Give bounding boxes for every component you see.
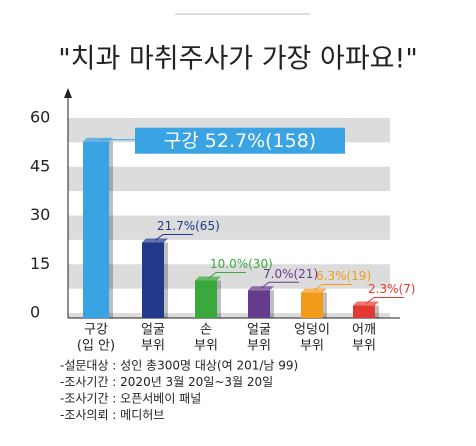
x-tick-label: 부위 (194, 339, 218, 354)
value-label: 10.0%(30) (210, 257, 273, 271)
y-axis-arrow (64, 88, 72, 98)
bar-top (83, 137, 113, 142)
grid-band (68, 166, 390, 192)
bar (142, 242, 164, 318)
x-tick-label: (입 안) (77, 339, 115, 354)
label-leader (313, 284, 352, 291)
bar (301, 292, 323, 318)
x-tick-label: 얼굴 (247, 323, 271, 338)
note: -조사의뢰 : 메디허브 (60, 408, 164, 422)
bar (248, 290, 270, 318)
y-tick-label: 15 (30, 254, 50, 273)
y-tick-label: 60 (30, 108, 50, 127)
label-leader (365, 297, 404, 304)
x-tick-label: 구강 (84, 323, 108, 338)
x-tick-label: 부위 (247, 339, 271, 354)
bar (353, 305, 375, 318)
value-label: 21.7%(65) (157, 219, 220, 233)
bar-side (323, 292, 327, 318)
x-tick-label: 얼굴 (141, 323, 165, 338)
bar-side (375, 305, 379, 318)
grid-band (68, 215, 390, 240)
bar-side (164, 242, 168, 318)
x-tick-label: 손 (200, 323, 212, 338)
grid-band (68, 313, 390, 318)
bar (195, 280, 217, 318)
value-label: 6.3%(19) (316, 269, 371, 283)
x-tick-label: 부위 (352, 339, 376, 354)
value-label: 2.3%(7) (368, 282, 415, 296)
y-tick-label: 0 (30, 303, 40, 322)
value-label: 7.0%(21) (263, 267, 318, 281)
label-leader (154, 233, 193, 241)
value-label: 구강 52.7%(158) (164, 130, 316, 152)
x-tick-label: 어깨 (352, 323, 376, 338)
label-leader (207, 272, 246, 279)
bar-side (270, 290, 274, 318)
label-leader (260, 281, 299, 289)
bar (83, 141, 109, 318)
bar-side (217, 280, 221, 318)
bar-side (109, 141, 113, 318)
y-tick-label: 45 (30, 156, 50, 175)
note: -조사기간 : 2020년 3월 20일~3월 20일 (60, 375, 273, 389)
x-tick-label: 엉덩이 (294, 323, 330, 338)
x-tick-label: 부위 (141, 339, 165, 354)
y-tick-label: 30 (30, 205, 50, 224)
chart-title: "치과 마취주사가 가장 아파요!" (58, 44, 418, 75)
note: -설문대상 : 성인 총300명 대상(여 201/남 99) (60, 359, 298, 373)
label-box (135, 127, 345, 154)
note: -조사기간 : 오픈서베이 패널 (60, 392, 201, 406)
x-tick-label: 부위 (300, 339, 324, 354)
